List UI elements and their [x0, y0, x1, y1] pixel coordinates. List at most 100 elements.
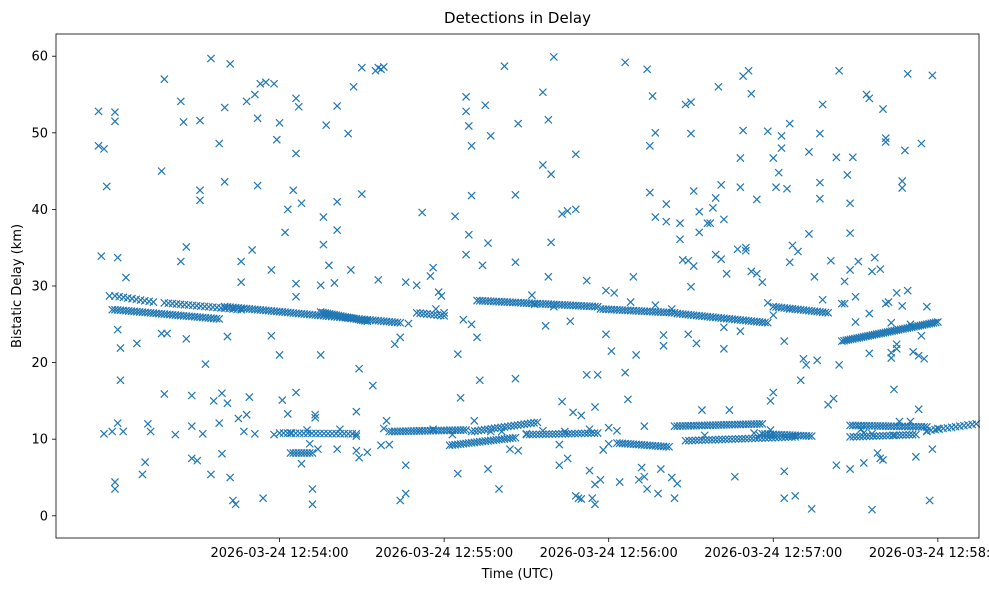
data-point [686, 98, 696, 107]
data-point [511, 374, 520, 383]
data-point [626, 298, 635, 307]
data-point [511, 190, 520, 199]
data-point [217, 389, 226, 398]
data-point-track-u [905, 430, 914, 439]
data-point [94, 107, 103, 116]
data-point [818, 100, 827, 109]
data-point [815, 178, 824, 187]
data-point [470, 416, 479, 425]
data-point [113, 419, 122, 428]
data-point [440, 308, 449, 317]
data-point [297, 199, 306, 208]
data-point-track-o [593, 429, 602, 438]
data-point [374, 275, 383, 284]
data-point [462, 250, 471, 259]
data-point [453, 350, 462, 359]
data-point-track-r [691, 436, 700, 445]
data-point [854, 257, 863, 266]
data-point [700, 431, 709, 440]
data-point [719, 344, 728, 353]
data-point [239, 427, 248, 436]
data-point [791, 491, 800, 500]
data-point [662, 200, 671, 209]
data-point [736, 183, 745, 192]
data-point [878, 105, 888, 114]
data-point [538, 88, 547, 97]
data-point [113, 253, 122, 262]
data-point [571, 205, 580, 214]
data-point [379, 62, 388, 71]
data-point [585, 466, 594, 475]
data-point [906, 320, 915, 329]
data-point [453, 469, 462, 478]
data-point [697, 406, 706, 415]
data-point-track-u [872, 431, 881, 440]
data-point [900, 146, 909, 155]
data-point [160, 75, 169, 84]
data-point [530, 300, 539, 309]
data-point-track-o [561, 429, 570, 438]
data-point [766, 396, 775, 405]
data-point [319, 213, 328, 222]
data-point [829, 394, 838, 403]
data-point [892, 344, 901, 353]
data-point [612, 426, 621, 435]
data-point [615, 478, 624, 487]
data-point [804, 229, 813, 238]
y-tick-label: 50 [31, 126, 48, 141]
data-point [116, 376, 125, 385]
data-point-track-u [878, 431, 888, 440]
data-point-track-o [554, 429, 563, 438]
data-point-track-b [396, 318, 405, 327]
data-point [769, 388, 778, 397]
data-point-track-n [507, 421, 516, 431]
data-point [259, 494, 268, 503]
data-point [813, 356, 822, 365]
data-point [253, 114, 262, 123]
data-point [906, 417, 915, 426]
data-point [593, 370, 602, 379]
data-point [217, 449, 226, 458]
data-point [582, 276, 591, 285]
data-point [228, 496, 237, 505]
data-point [651, 213, 660, 222]
data-point-track-n [526, 419, 535, 428]
data-point [146, 427, 155, 436]
data-point [283, 409, 292, 418]
data-point [352, 446, 361, 455]
data-point-track-o [577, 429, 586, 438]
data-point [846, 199, 855, 208]
data-point [215, 139, 224, 148]
data-point [601, 330, 610, 339]
y-tick-label: 40 [31, 203, 48, 218]
data-point [357, 63, 366, 72]
data-point-track-n [477, 426, 486, 435]
data-point [670, 494, 679, 503]
data-point-track-s [807, 432, 816, 441]
data-point [752, 195, 761, 204]
data-point-track-p [665, 442, 674, 451]
data-point [865, 309, 874, 318]
data-point [851, 292, 860, 301]
data-point [494, 484, 504, 494]
data-point-track-f [761, 318, 770, 327]
data-point-track-r [718, 435, 727, 444]
data-point [333, 197, 342, 206]
data-point [431, 304, 440, 314]
data-point [695, 207, 704, 216]
data-point-track-c [422, 309, 432, 318]
data-point-track-l [459, 426, 468, 435]
data-point [163, 329, 172, 338]
data-point [294, 102, 303, 111]
data-point-track-w [305, 448, 314, 458]
data-point [110, 484, 119, 494]
data-point [195, 116, 205, 125]
data-point [610, 288, 619, 297]
data-point [522, 429, 531, 438]
data-point [385, 440, 394, 449]
data-point [283, 205, 292, 214]
data-point [250, 90, 259, 99]
data-point [870, 253, 879, 262]
data-point [832, 153, 841, 162]
